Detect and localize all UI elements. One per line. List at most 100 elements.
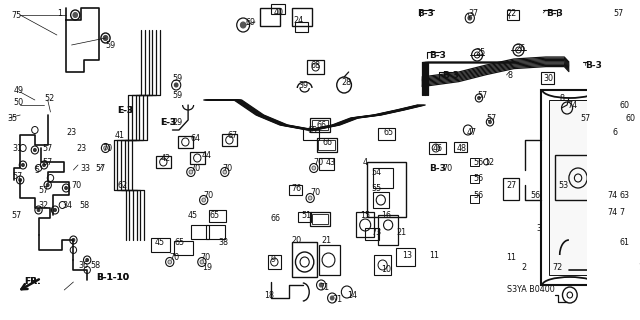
Text: 42: 42	[161, 154, 171, 163]
Bar	[541, 90, 598, 285]
Text: 43: 43	[326, 157, 336, 166]
Text: 57: 57	[486, 114, 497, 123]
Bar	[296, 22, 308, 32]
Text: 6: 6	[613, 127, 618, 137]
Text: 70: 70	[310, 188, 320, 196]
Text: 59: 59	[106, 41, 116, 50]
Text: 57: 57	[42, 157, 52, 166]
Circle shape	[168, 260, 172, 264]
Circle shape	[86, 259, 88, 261]
Text: 65: 65	[307, 125, 317, 134]
Text: 39: 39	[298, 81, 308, 90]
Bar	[367, 162, 406, 217]
Text: 38: 38	[218, 237, 228, 246]
Circle shape	[200, 260, 204, 264]
Text: E-3: E-3	[161, 117, 177, 126]
Text: 23: 23	[66, 127, 76, 137]
Text: 57: 57	[95, 164, 106, 172]
Text: 29: 29	[173, 117, 183, 126]
Text: 57: 57	[13, 172, 23, 180]
Text: 54: 54	[372, 167, 381, 177]
Text: 36: 36	[79, 260, 89, 269]
Bar	[506, 10, 519, 20]
Bar	[289, 185, 302, 195]
Text: 47: 47	[466, 127, 476, 137]
Text: 67: 67	[228, 131, 237, 140]
Bar	[378, 128, 394, 140]
Circle shape	[46, 183, 49, 187]
Text: 58: 58	[79, 201, 89, 210]
Text: 3: 3	[537, 223, 542, 233]
Text: 62: 62	[118, 180, 127, 189]
Bar	[378, 215, 398, 245]
Text: 30: 30	[543, 74, 553, 83]
Text: 65: 65	[383, 127, 394, 137]
Text: 51: 51	[301, 211, 311, 220]
Circle shape	[43, 164, 45, 166]
Text: 63: 63	[620, 190, 629, 199]
Bar	[548, 100, 591, 275]
Text: 70: 70	[200, 253, 210, 262]
Text: 56: 56	[474, 157, 484, 166]
Text: 18: 18	[264, 291, 275, 300]
Circle shape	[223, 170, 227, 174]
Bar	[470, 158, 479, 166]
Circle shape	[19, 179, 22, 181]
Text: 15: 15	[360, 211, 370, 220]
Text: 27: 27	[506, 180, 516, 189]
Bar	[503, 178, 519, 200]
Text: 57: 57	[11, 211, 21, 220]
Text: 72: 72	[552, 263, 563, 273]
Bar	[268, 255, 281, 269]
Circle shape	[54, 209, 56, 212]
Text: 70: 70	[442, 164, 452, 172]
Text: 70: 70	[314, 157, 324, 166]
Text: 70: 70	[103, 143, 113, 153]
Text: 70: 70	[191, 164, 201, 172]
Bar	[319, 245, 339, 275]
Bar	[260, 8, 280, 26]
Bar	[555, 155, 601, 200]
Bar	[372, 192, 389, 208]
Circle shape	[37, 209, 40, 212]
Text: 71: 71	[332, 295, 342, 305]
Text: B-3: B-3	[429, 51, 446, 60]
Circle shape	[22, 164, 24, 166]
Circle shape	[189, 170, 193, 174]
Text: FR.: FR.	[24, 277, 40, 286]
Circle shape	[611, 8, 615, 12]
Text: E-3: E-3	[118, 106, 134, 115]
Text: 57: 57	[613, 9, 623, 18]
Text: 13: 13	[402, 251, 412, 260]
Text: 75: 75	[11, 11, 21, 20]
Text: 21: 21	[321, 236, 332, 244]
Text: 10: 10	[381, 266, 391, 275]
Bar	[310, 212, 330, 226]
Bar	[374, 255, 391, 275]
Text: 11: 11	[506, 253, 516, 262]
Text: 70: 70	[170, 253, 180, 262]
Bar	[303, 128, 319, 140]
Text: 8: 8	[508, 70, 513, 79]
Text: 25: 25	[476, 47, 486, 57]
Bar	[156, 156, 171, 168]
Bar	[365, 228, 379, 240]
Text: 19: 19	[202, 263, 212, 273]
Circle shape	[174, 83, 178, 87]
Circle shape	[468, 16, 472, 20]
Text: 23: 23	[76, 143, 86, 153]
Bar	[372, 168, 393, 188]
Circle shape	[72, 238, 75, 242]
Text: B-3: B-3	[442, 70, 459, 79]
Text: 21: 21	[396, 228, 406, 236]
Text: 45: 45	[154, 237, 164, 246]
Bar	[292, 8, 312, 26]
Text: 56: 56	[474, 173, 484, 182]
Bar	[298, 212, 311, 222]
Bar	[319, 158, 334, 170]
Bar	[292, 242, 317, 277]
Circle shape	[73, 12, 77, 18]
Bar	[310, 118, 330, 132]
Text: B-3: B-3	[546, 9, 563, 18]
Text: 65: 65	[174, 237, 184, 246]
